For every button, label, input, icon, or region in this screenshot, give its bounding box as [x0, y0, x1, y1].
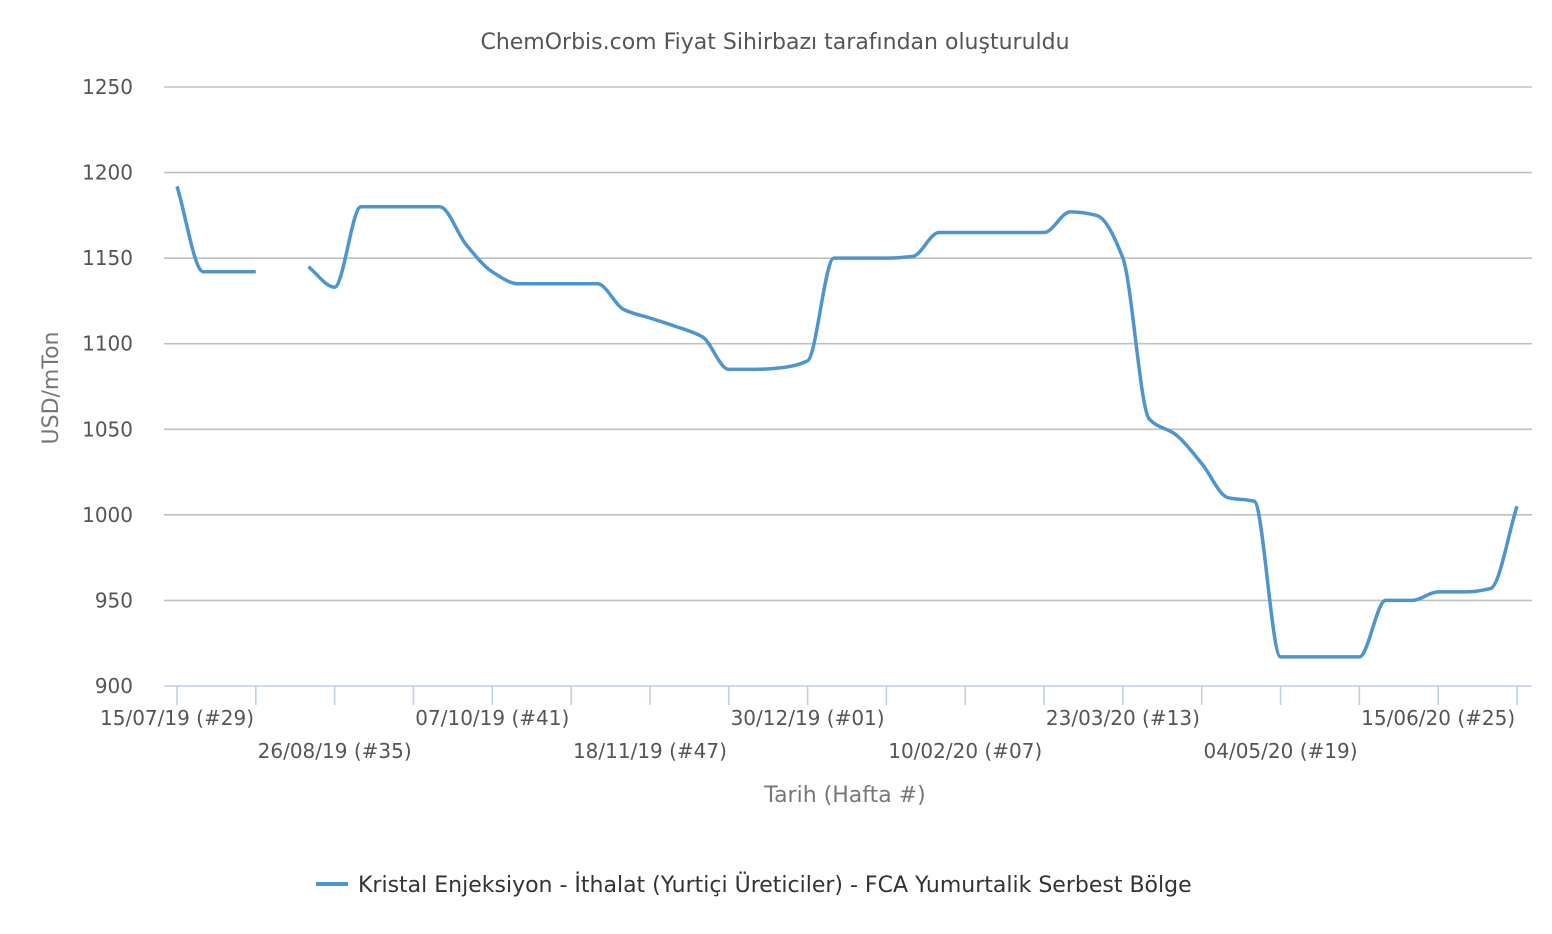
x-tick-label: 10/02/20 (#07)	[888, 739, 1042, 763]
y-tick-label: 900	[95, 674, 133, 698]
gridlines	[164, 86, 1532, 602]
series-line	[307, 205, 1519, 659]
legend[interactable]: Kristal Enjeksiyon - İthalat (Yurtiçi Ür…	[316, 872, 1192, 898]
x-tick-label: 23/03/20 (#13)	[1046, 706, 1200, 730]
y-tick-label: 1000	[82, 503, 133, 527]
x-tick-label: 26/08/19 (#35)	[258, 739, 412, 763]
y-tick-label: 1200	[82, 161, 133, 185]
x-tick-label: 15/06/20 (#25)	[1361, 706, 1515, 730]
x-axis-title: Tarih (Hafta #)	[763, 783, 925, 808]
y-tick-label: 1250	[82, 75, 133, 99]
series-line	[175, 185, 256, 274]
x-axis: 15/07/19 (#29)26/08/19 (#35)07/10/19 (#4…	[100, 685, 1532, 763]
x-tick-label: 30/12/19 (#01)	[731, 706, 885, 730]
chart-title: ChemOrbis.com Fiyat Sihirbazı tarafından…	[480, 30, 1069, 55]
legend-label: Kristal Enjeksiyon - İthalat (Yurtiçi Ür…	[358, 872, 1192, 898]
y-tick-label: 1050	[82, 417, 133, 441]
y-tick-label: 950	[95, 588, 133, 612]
x-tick-label: 07/10/19 (#41)	[415, 706, 569, 730]
y-axis-ticks: 900 950 1000 1050 1100 1150 1200 1250	[82, 75, 133, 698]
x-tick-label: 04/05/20 (#19)	[1204, 739, 1358, 763]
y-axis-title: USD/mTon	[39, 332, 64, 445]
y-tick-label: 1150	[82, 246, 133, 270]
y-tick-label: 1100	[82, 332, 133, 356]
series-lines	[175, 185, 1519, 659]
x-tick-label: 18/11/19 (#47)	[573, 739, 727, 763]
x-tick-label: 15/07/19 (#29)	[100, 706, 254, 730]
